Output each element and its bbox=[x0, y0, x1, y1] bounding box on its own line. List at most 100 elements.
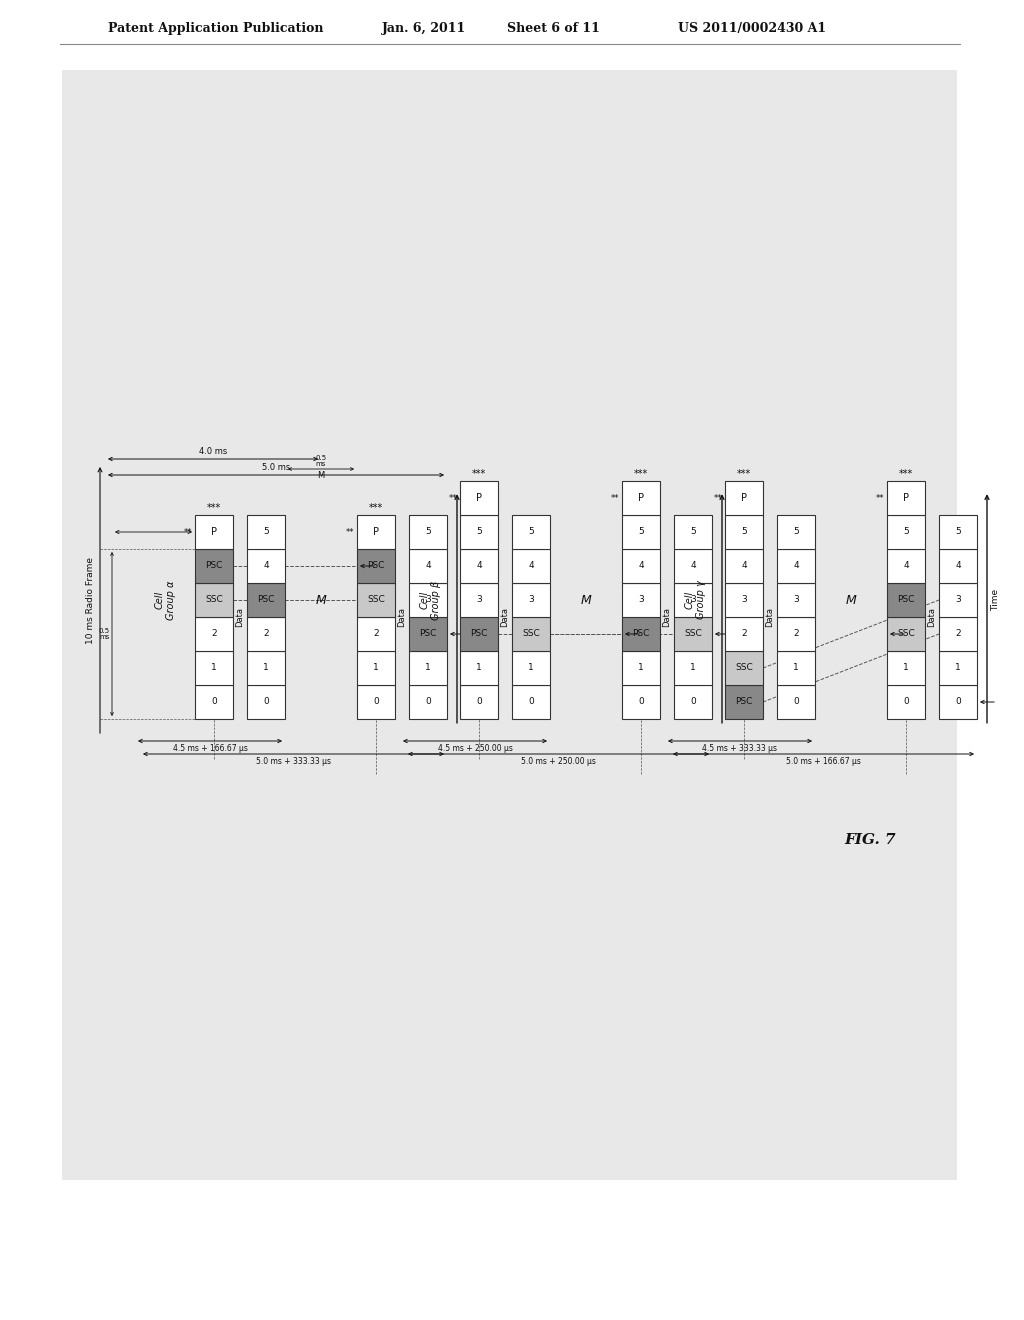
Text: Data: Data bbox=[663, 607, 672, 627]
Text: 4: 4 bbox=[903, 561, 909, 570]
Text: 3: 3 bbox=[741, 595, 746, 605]
Text: PSC: PSC bbox=[257, 595, 274, 605]
Bar bbox=[887, 515, 925, 549]
Bar bbox=[674, 549, 712, 583]
Text: 5: 5 bbox=[903, 528, 909, 536]
Bar bbox=[247, 515, 285, 549]
Bar bbox=[195, 549, 233, 583]
Bar bbox=[725, 685, 763, 719]
Text: 1: 1 bbox=[476, 664, 482, 672]
Text: PSC: PSC bbox=[897, 595, 914, 605]
Text: 1: 1 bbox=[528, 664, 534, 672]
Text: 0: 0 bbox=[794, 697, 799, 706]
Text: 4.5 ms + 166.67 µs: 4.5 ms + 166.67 µs bbox=[173, 744, 248, 752]
Text: 2: 2 bbox=[211, 630, 217, 639]
Text: 4: 4 bbox=[690, 561, 696, 570]
Text: 10 ms Radio Frame: 10 ms Radio Frame bbox=[86, 557, 95, 644]
Bar bbox=[247, 583, 285, 616]
Text: **: ** bbox=[610, 494, 618, 503]
Bar bbox=[777, 515, 815, 549]
Text: Cell
Group α: Cell Group α bbox=[155, 581, 176, 619]
Text: Time: Time bbox=[991, 589, 1000, 611]
Text: PSC: PSC bbox=[735, 697, 753, 706]
Bar bbox=[409, 685, 447, 719]
Text: M: M bbox=[846, 594, 856, 606]
Bar bbox=[460, 480, 498, 515]
Text: 0: 0 bbox=[211, 697, 217, 706]
Text: Data: Data bbox=[766, 607, 774, 627]
Bar bbox=[887, 480, 925, 515]
Bar bbox=[887, 583, 925, 616]
Bar bbox=[357, 583, 395, 616]
Text: 5: 5 bbox=[794, 528, 799, 536]
Bar bbox=[357, 549, 395, 583]
Bar bbox=[247, 549, 285, 583]
Text: 5.0 ms + 250.00 µs: 5.0 ms + 250.00 µs bbox=[521, 756, 596, 766]
Bar bbox=[409, 616, 447, 651]
Bar bbox=[512, 583, 550, 616]
Bar bbox=[939, 685, 977, 719]
Bar bbox=[460, 583, 498, 616]
Text: 4.0 ms: 4.0 ms bbox=[199, 447, 227, 455]
Text: P: P bbox=[211, 527, 217, 537]
Text: P: P bbox=[903, 492, 909, 503]
Bar bbox=[887, 616, 925, 651]
Text: PSC: PSC bbox=[470, 630, 487, 639]
Bar bbox=[725, 515, 763, 549]
Text: 5: 5 bbox=[476, 528, 482, 536]
Text: P: P bbox=[638, 492, 644, 503]
Text: P: P bbox=[373, 527, 379, 537]
Bar bbox=[887, 685, 925, 719]
Text: 5: 5 bbox=[528, 528, 534, 536]
Text: SSC: SSC bbox=[368, 595, 385, 605]
Text: 0.5
ms: 0.5 ms bbox=[99, 628, 110, 640]
Text: 4: 4 bbox=[425, 561, 431, 570]
Text: Time: Time bbox=[461, 589, 470, 611]
Text: 3: 3 bbox=[528, 595, 534, 605]
Text: 0: 0 bbox=[528, 697, 534, 706]
Bar bbox=[512, 549, 550, 583]
Text: M: M bbox=[581, 594, 592, 606]
Text: 3: 3 bbox=[425, 595, 431, 605]
Text: ***: *** bbox=[737, 469, 752, 479]
Text: M: M bbox=[315, 594, 327, 606]
Text: 1: 1 bbox=[794, 664, 799, 672]
Bar bbox=[622, 549, 660, 583]
Text: Data: Data bbox=[928, 607, 937, 627]
Text: M: M bbox=[317, 471, 325, 480]
Bar bbox=[674, 685, 712, 719]
Text: Time: Time bbox=[726, 589, 735, 611]
Bar bbox=[939, 651, 977, 685]
Text: FIG. 7: FIG. 7 bbox=[844, 833, 896, 847]
Text: 5: 5 bbox=[741, 528, 746, 536]
Text: ***: *** bbox=[634, 469, 648, 479]
Text: 2: 2 bbox=[373, 630, 379, 639]
Bar bbox=[725, 480, 763, 515]
Text: ***: *** bbox=[207, 503, 221, 513]
Text: 0: 0 bbox=[903, 697, 909, 706]
Bar bbox=[622, 651, 660, 685]
Bar bbox=[195, 515, 233, 549]
Bar bbox=[777, 616, 815, 651]
Bar bbox=[725, 583, 763, 616]
Text: **: ** bbox=[345, 528, 354, 536]
Text: 0: 0 bbox=[373, 697, 379, 706]
Bar bbox=[939, 549, 977, 583]
Bar bbox=[512, 651, 550, 685]
Bar bbox=[622, 583, 660, 616]
Bar bbox=[460, 651, 498, 685]
Bar bbox=[887, 549, 925, 583]
Bar bbox=[247, 651, 285, 685]
Text: Data: Data bbox=[397, 607, 407, 627]
Text: Cell
Group γ: Cell Group γ bbox=[684, 581, 706, 619]
Bar bbox=[777, 651, 815, 685]
Bar bbox=[357, 685, 395, 719]
Bar bbox=[62, 70, 957, 1180]
Text: 4: 4 bbox=[263, 561, 269, 570]
Text: 4: 4 bbox=[955, 561, 961, 570]
Bar bbox=[247, 616, 285, 651]
Text: SSC: SSC bbox=[205, 595, 223, 605]
Bar bbox=[195, 685, 233, 719]
Bar bbox=[939, 616, 977, 651]
Text: SSC: SSC bbox=[897, 630, 914, 639]
